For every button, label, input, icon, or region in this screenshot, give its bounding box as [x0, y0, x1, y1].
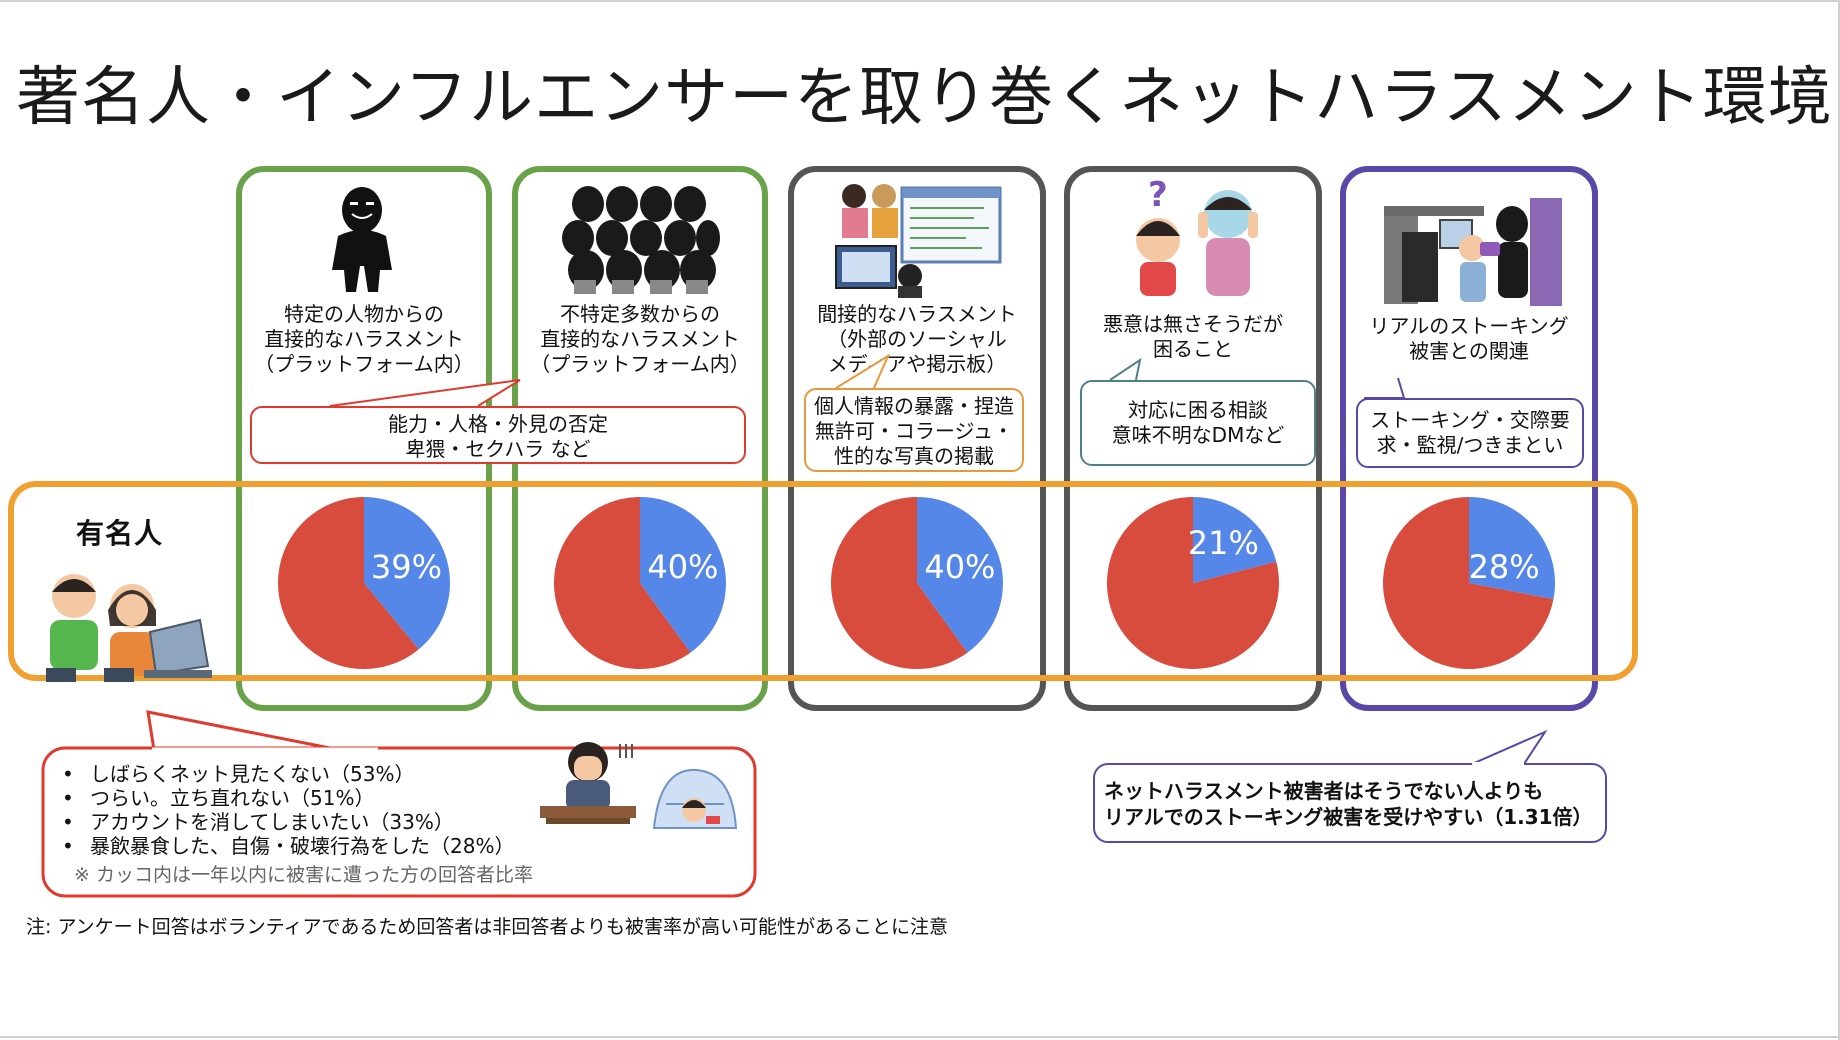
pie-3-rest-slice: [831, 497, 968, 669]
callout-doxxing-line-2: 無許可・コラージュ・: [814, 419, 1014, 443]
stalking-relation-note-line-1: ネットハラスメント被害者はそうでない人よりも: [1104, 779, 1544, 803]
confused-people-icon: ?: [1136, 176, 1258, 296]
pie-5-highlight-slice: [1469, 497, 1555, 600]
column-label-4-line-2: 困ること: [1153, 337, 1233, 361]
pie-5-rest-slice: [1383, 497, 1554, 669]
callout-personal-attacks: 能力・人格・外見の否定 卑猥・セクハラ など: [250, 406, 746, 464]
effects-item-2-text: つらい。立ち直れない（51%）: [90, 786, 375, 810]
pie-1-value-label: 39%: [371, 548, 442, 586]
effects-item-4: • 暴飲暴食した、自傷・破壊行為をした（28%）: [62, 834, 515, 858]
pie-4-rest-slice: [1106, 497, 1279, 670]
stalking-scene-icon: [1384, 198, 1562, 306]
column-box-5: [1340, 166, 1598, 711]
pie-4-highlight-slice: [1193, 497, 1277, 583]
callout-doxxing-line-1: 個人情報の暴露・捏造: [814, 394, 1014, 418]
callout-doxxing-line-3: 性的な写真の掲載: [834, 444, 994, 468]
effects-item-4-text: 暴飲暴食した、自傷・破壊行為をした（28%）: [90, 834, 515, 858]
column-label-5: リアルのストーキング 被害との関連: [1340, 314, 1598, 364]
column-label-2-line-1: 不特定多数からの: [560, 302, 720, 326]
callout-personal-attacks-line-2: 卑猥・セクハラ など: [405, 437, 591, 461]
distressed-person-icon: [540, 742, 636, 824]
callout-stalking-line-2: 求・監視/つきまとい: [1376, 433, 1564, 457]
callout-stalking: ストーキング・交際要 求・監視/つきまとい: [1356, 398, 1584, 468]
effects-item-3-text: アカウントを消してしまいたい（33%）: [90, 810, 454, 834]
pie-1-highlight-slice: [364, 497, 451, 650]
bullet-2: •: [62, 786, 74, 810]
callout-odd-messages-line-2: 意味不明なDMなど: [1111, 423, 1285, 447]
frame-right: [1838, 0, 1840, 1040]
stalking-relation-note-line-2: リアルでのストーキング被害を受けやすい（1.31倍）: [1104, 805, 1593, 829]
stalker-icon: [332, 187, 392, 292]
column-label-1-line-1: 特定の人物からの: [284, 302, 444, 326]
celebrities-at-laptop-icon: [46, 574, 212, 682]
effects-item-1: • しばらくネット見たくない（53%）: [62, 762, 514, 786]
bullet-3: •: [62, 810, 74, 834]
column-label-5-line-2: 被害との関連: [1409, 339, 1529, 363]
column-box-3: [788, 166, 1046, 711]
column-label-4: 悪意は無さそうだが 困ること: [1064, 312, 1322, 362]
column-label-3: 間接的なハラスメント （外部のソーシャル メディアや掲示板）: [788, 302, 1046, 377]
column-label-3-line-3: メディアや掲示板）: [827, 352, 1007, 376]
stalking-relation-note: ネットハラスメント被害者はそうでない人よりも リアルでのストーキング被害を受けや…: [1104, 778, 1593, 830]
column-label-2: 不特定多数からの 直接的なハラスメント （プラットフォーム内）: [512, 302, 768, 377]
effects-item-1-text: しばらくネット見たくない（53%）: [90, 762, 415, 786]
column-label-3-line-2: （外部のソーシャル: [827, 327, 1007, 351]
celebrity-band: [8, 481, 1638, 681]
bullet-1: •: [62, 762, 74, 786]
callout-personal-attacks-line-1: 能力・人格・外見の否定: [388, 412, 608, 436]
celebrity-row-label: 有名人: [76, 517, 164, 550]
column-label-1: 特定の人物からの 直接的なハラスメント （プラットフォーム内）: [236, 302, 492, 377]
column-label-3-line-1: 間接的なハラスメント: [817, 302, 1017, 326]
callout-odd-messages: 対応に困る相談 意味不明なDMなど: [1080, 380, 1316, 466]
effects-item-3: • アカウントを消してしまいたい（33%）: [62, 810, 514, 834]
anonymous-crowd-icon: [562, 186, 720, 294]
gossip-board-icon: [835, 184, 1002, 298]
callout-stalking-line-1: ストーキング・交際要: [1370, 408, 1570, 432]
column-label-2-line-2: 直接的なハラスメント: [540, 327, 740, 351]
svg-text:?: ?: [1148, 176, 1168, 215]
callout-doxxing: 個人情報の暴露・捏造 無許可・コラージュ・ 性的な写真の掲載: [804, 388, 1024, 472]
bullet-4: •: [62, 834, 74, 858]
page-title: 著名人・インフルエンサーを取り巻くネットハラスメント環境: [16, 61, 1833, 135]
pie-3-value-label: 40%: [924, 548, 995, 586]
pie-3-highlight-slice: [917, 497, 1003, 653]
effects-item-2: • つらい。立ち直れない（51%）: [62, 786, 514, 810]
hiding-under-blanket-icon: [652, 768, 738, 829]
column-label-1-line-3: （プラットフォーム内）: [254, 352, 474, 376]
effects-note: ※ カッコ内は一年以内に被害に遭った方の回答者比率: [74, 864, 533, 886]
pie-4-value-label: 21%: [1188, 524, 1259, 562]
column-label-1-line-2: 直接的なハラスメント: [264, 327, 464, 351]
column-label-5-line-1: リアルのストーキング: [1369, 314, 1569, 338]
column-label-4-line-1: 悪意は無さそうだが: [1103, 312, 1283, 336]
pie-1-rest-slice: [278, 497, 419, 669]
pie-2-value-label: 40%: [647, 548, 718, 586]
pie-2-rest-slice: [554, 497, 691, 669]
pie-2-highlight-slice: [640, 497, 726, 653]
column-label-2-line-3: （プラットフォーム内）: [530, 352, 750, 376]
pie-5-value-label: 28%: [1469, 548, 1540, 586]
column-box-4: [1064, 166, 1322, 711]
frame-top: [0, 0, 1840, 2]
effects-list: • しばらくネット見たくない（53%） • つらい。立ち直れない（51%） • アカウ…: [62, 762, 515, 858]
stalking-relation-callout-box: [1093, 762, 1607, 843]
callout-odd-messages-line-1: 対応に困る相談: [1128, 398, 1268, 422]
footnote: 注: アンケート回答はボランティアであるため回答者は非回答者よりも被害率が高い可…: [26, 916, 948, 938]
frame-bottom: [0, 1036, 1840, 1038]
